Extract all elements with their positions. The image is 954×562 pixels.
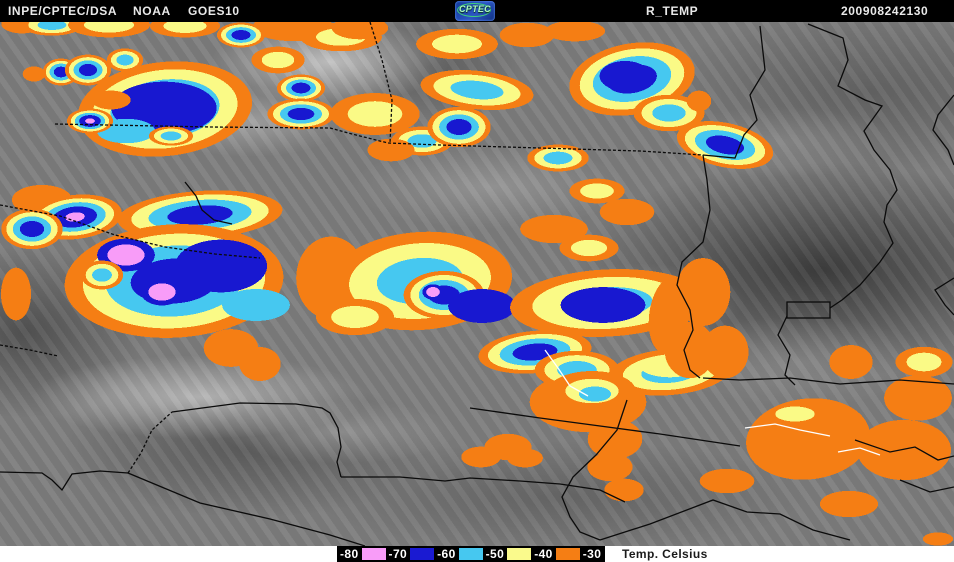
storm-cell <box>276 74 326 102</box>
legend-temp-label: -50 <box>485 547 505 561</box>
border-line <box>702 25 766 159</box>
storm-cell <box>314 298 396 336</box>
border-line <box>807 23 898 309</box>
storm-cell <box>0 208 64 250</box>
legend-temp-label: -70 <box>388 547 408 561</box>
storm-cell <box>818 490 880 518</box>
storm-cell <box>543 22 607 42</box>
border-line <box>744 423 831 437</box>
storm-cell <box>148 22 222 38</box>
legend-color-swatch <box>458 548 483 560</box>
border-line <box>127 472 366 546</box>
product-label: R_TEMP <box>646 4 699 18</box>
border-line <box>544 349 589 397</box>
border-line <box>899 479 954 493</box>
storm-cell <box>172 238 270 294</box>
storm-cell <box>922 532 954 546</box>
border-line <box>702 377 954 385</box>
border-line <box>0 470 129 492</box>
legend-temp-label: -40 <box>534 547 553 561</box>
storm-cell <box>598 60 652 92</box>
storm-cell <box>366 138 416 162</box>
border-line <box>561 399 628 541</box>
legend-temp-label: -30 <box>582 547 602 561</box>
country-border-lines <box>0 22 954 546</box>
storm-cell <box>894 346 954 378</box>
storm-cell <box>220 288 292 322</box>
legend-temp-label: -60 <box>437 547 456 561</box>
storm-cell <box>558 286 648 324</box>
storm-cell <box>882 374 954 422</box>
storm-cell <box>506 448 544 468</box>
storm-cell <box>603 478 645 502</box>
storm-cell <box>460 446 502 468</box>
cptec-logo: CPTEC <box>455 1 495 21</box>
storm-cells-layer <box>0 22 954 546</box>
border-line <box>0 344 59 357</box>
storm-cell <box>700 324 750 380</box>
border-line <box>171 402 342 478</box>
border-line <box>184 181 233 225</box>
border-line <box>777 315 796 386</box>
legend-title: Temp. Celsius <box>622 547 708 561</box>
storm-cell <box>422 284 444 300</box>
satellite-label: GOES10 <box>188 4 240 18</box>
cptec-logo-ellipse <box>457 3 491 17</box>
legend-color-swatch <box>361 548 386 560</box>
legend-color-swatch <box>507 548 532 560</box>
storm-cell <box>90 90 132 110</box>
storm-cell <box>140 278 184 306</box>
storm-cell <box>414 28 500 60</box>
header-bar: INPE/CPTEC/DSA NOAA GOES10 CPTEC R_TEMP … <box>0 0 954 22</box>
storm-cell <box>66 108 114 134</box>
storm-cell <box>426 106 492 148</box>
cptec-logo-text: CPTEC <box>458 4 491 14</box>
storm-cell <box>216 22 266 48</box>
agency-label: INPE/CPTEC/DSA <box>8 4 118 18</box>
border-rect <box>786 301 831 319</box>
border-line <box>469 407 741 447</box>
storm-cell <box>330 22 390 40</box>
timestamp-label: 200908242130 <box>841 4 929 18</box>
border-line <box>341 476 626 503</box>
storm-cell <box>698 468 756 494</box>
storm-cell <box>148 126 194 146</box>
storm-cell <box>854 418 954 482</box>
border-line <box>854 439 954 461</box>
legend-color-swatch <box>555 548 580 560</box>
noaa-label: NOAA <box>133 4 171 18</box>
storm-cell <box>828 344 874 380</box>
border-line <box>932 94 954 166</box>
storm-cell <box>518 214 590 244</box>
storm-cell <box>0 266 32 322</box>
border-line <box>54 123 704 156</box>
border-line <box>0 204 261 259</box>
satellite-map <box>0 22 954 546</box>
storm-cell <box>80 260 124 290</box>
legend-color-swatch <box>410 548 435 560</box>
storm-cell <box>774 406 816 422</box>
storm-cell <box>578 386 612 402</box>
border-line <box>837 447 881 456</box>
storm-cell <box>266 98 336 130</box>
storm-cell <box>238 346 282 382</box>
border-line <box>127 411 173 474</box>
border-line <box>599 499 851 541</box>
storm-cell <box>686 90 712 112</box>
storm-cell <box>598 198 656 226</box>
border-line <box>369 22 393 144</box>
border-line <box>676 154 711 379</box>
storm-cell <box>22 66 46 82</box>
border-line <box>934 277 954 316</box>
legend-temp-label: -80 <box>340 547 359 561</box>
storm-cell <box>250 46 306 74</box>
legend-box: -80 -70 -60 -50 -40 -30 <box>337 546 606 562</box>
storm-cell <box>66 22 152 38</box>
legend-bar: -80 -70 -60 -50 -40 -30 Temp. Celsius <box>0 546 954 562</box>
